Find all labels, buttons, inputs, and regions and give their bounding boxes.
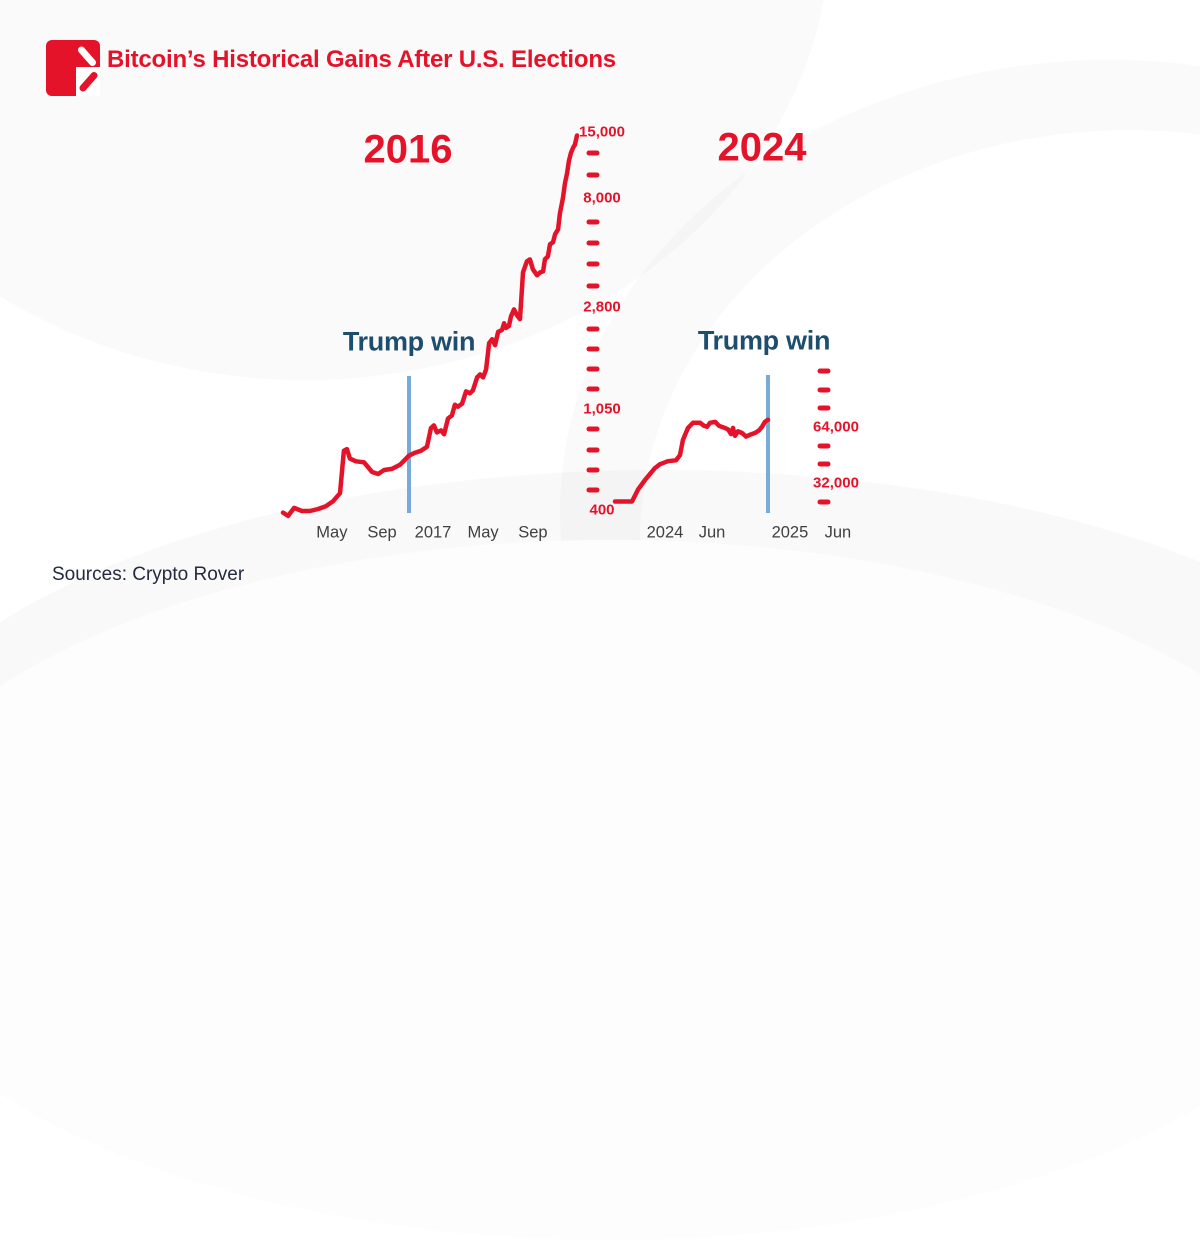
y-axis-tick bbox=[586, 386, 600, 392]
x-axis-label: 2024 bbox=[646, 523, 684, 542]
y-axis-tick bbox=[586, 172, 600, 178]
y-axis-tick bbox=[586, 283, 600, 289]
y-axis-tick bbox=[586, 219, 600, 225]
y-axis-label: 32,000 bbox=[813, 474, 859, 492]
btc-price-line-2016 bbox=[280, 133, 580, 519]
y-axis-label: 2,800 bbox=[583, 298, 621, 316]
y-axis-tick bbox=[586, 426, 600, 432]
y-axis-tick bbox=[586, 346, 600, 352]
y-axis-tick bbox=[586, 467, 600, 473]
y-axis-label: 400 bbox=[589, 501, 615, 519]
y-axis-tick bbox=[817, 443, 831, 449]
annotation-trump-win-2016: Trump win bbox=[342, 326, 476, 357]
x-axis-label: 2025 bbox=[771, 523, 809, 542]
x-axis-label: May bbox=[467, 523, 499, 542]
x-axis-label: Jun bbox=[698, 523, 726, 542]
x-axis-label: Sep bbox=[367, 523, 397, 542]
charts-layer bbox=[280, 133, 771, 519]
y-axis-tick bbox=[586, 150, 600, 156]
y-axis-label: 8,000 bbox=[583, 189, 621, 206]
y-axis-label: 15,000 bbox=[579, 123, 625, 141]
y-axis-tick bbox=[586, 366, 600, 372]
y-axis-tick bbox=[817, 405, 831, 411]
x-axis-label: Sep bbox=[518, 523, 548, 542]
y-axis-tick bbox=[817, 368, 831, 374]
y-axis-tick bbox=[586, 487, 600, 493]
btc-price-line-2024 bbox=[612, 417, 771, 504]
y-axis-tick bbox=[586, 447, 600, 453]
sources-credit: Sources: Crypto Rover bbox=[52, 564, 245, 585]
annotation-trump-win-2024: Trump win bbox=[697, 325, 831, 356]
page-title: Bitcoin’s Historical Gains After U.S. El… bbox=[107, 46, 616, 73]
y-axis-label: 64,000 bbox=[813, 418, 859, 436]
chart-2016-title: 2016 bbox=[363, 127, 453, 172]
chart-2024-title: 2024 bbox=[717, 125, 807, 170]
y-axis-tick bbox=[586, 240, 600, 246]
y-axis-tick bbox=[817, 387, 831, 393]
y-axis-tick bbox=[817, 499, 831, 505]
x-axis-label: Jun bbox=[824, 523, 852, 542]
y-axis-label: 1,050 bbox=[583, 400, 621, 418]
y-axis-tick bbox=[586, 261, 600, 267]
y-axis-tick bbox=[586, 326, 600, 332]
background-sweep bbox=[0, 540, 1200, 1240]
x-axis-label: 2017 bbox=[414, 523, 452, 542]
infographic-canvas: { "header": { "title": "Bitcoin\u2019s H… bbox=[46, 40, 859, 585]
x-axis-label: May bbox=[316, 523, 348, 542]
y-axis-tick bbox=[817, 461, 831, 467]
brand-logo-icon bbox=[46, 40, 100, 96]
